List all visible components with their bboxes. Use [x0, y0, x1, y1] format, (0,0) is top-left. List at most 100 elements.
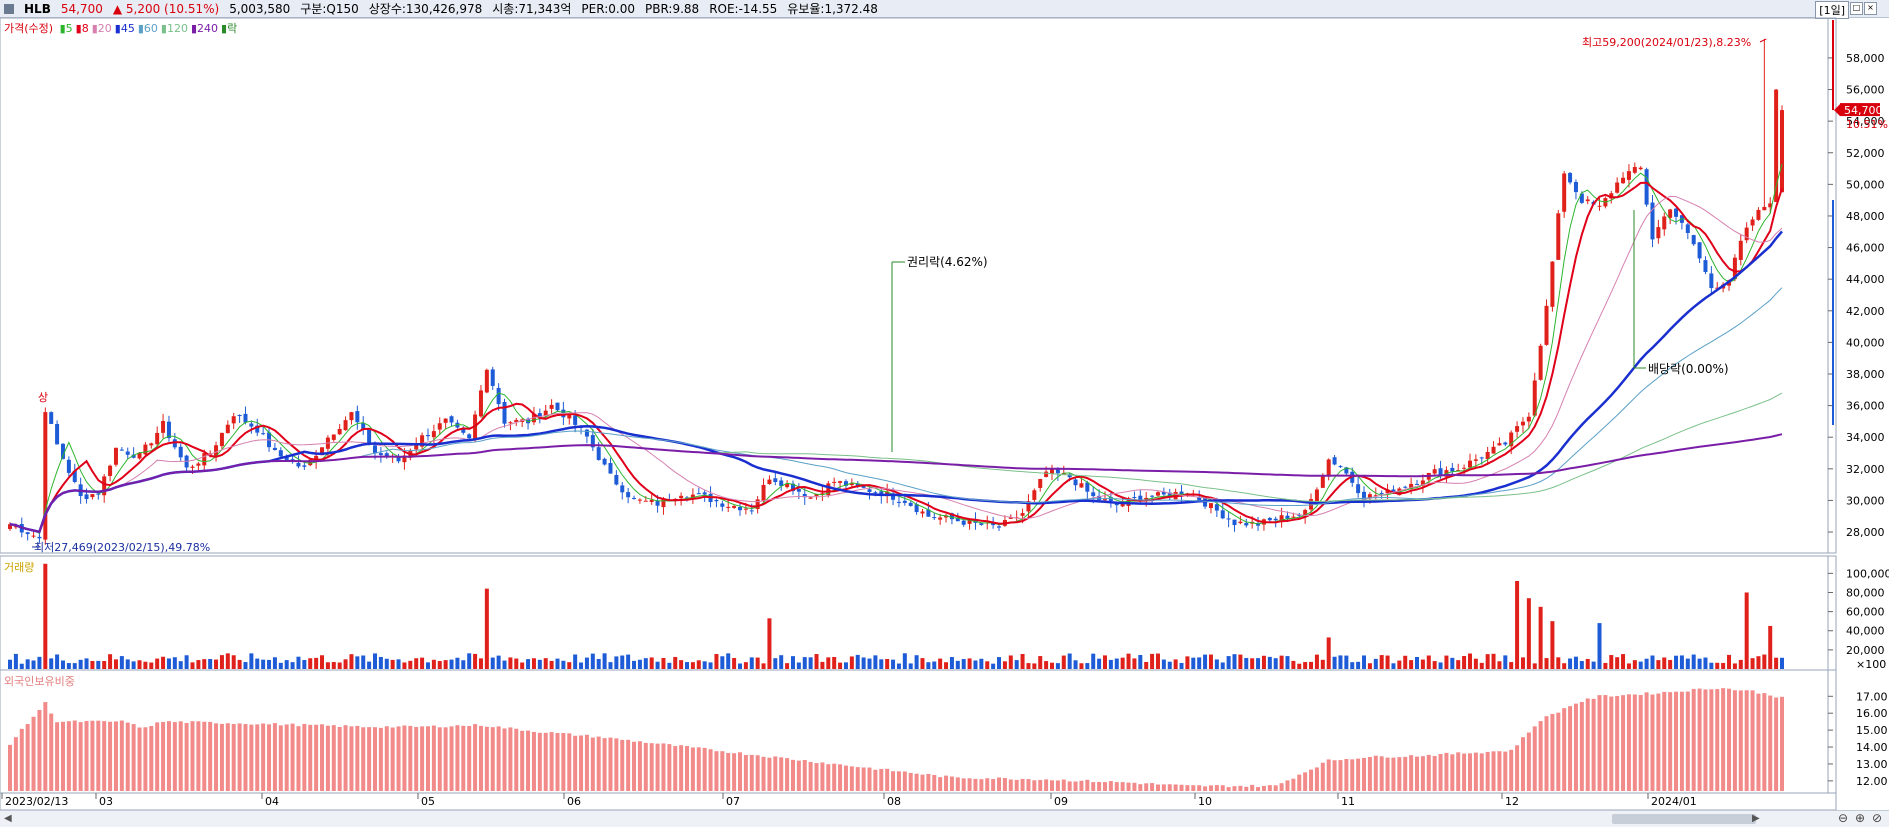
foreign-bar — [1032, 780, 1037, 791]
candle — [1762, 206, 1767, 211]
candle — [1744, 227, 1749, 241]
candle — [1067, 474, 1072, 478]
foreign-bar — [720, 751, 725, 791]
candle — [196, 463, 201, 466]
foreign-bar — [1232, 786, 1237, 791]
scroll-thumb[interactable] — [1612, 814, 1756, 824]
volume-bar — [1774, 657, 1779, 669]
foreign-bar — [1450, 754, 1455, 791]
volume-bar — [1273, 658, 1278, 669]
candle — [1303, 509, 1308, 518]
restore-icon[interactable]: □ — [1850, 2, 1863, 15]
foreign-bar — [696, 747, 701, 791]
volume-bar — [1373, 658, 1378, 669]
chart-scrollbar[interactable]: ◀ ▶ ⊖ ⊕ ⊘ — [0, 810, 1889, 827]
volume-bar — [696, 660, 701, 669]
foreign-bar — [590, 737, 595, 791]
foreign-bar — [714, 751, 719, 791]
candle — [1450, 467, 1455, 472]
foreign-bar — [531, 731, 536, 791]
candle — [1097, 495, 1102, 501]
candle — [1409, 483, 1414, 489]
foreign-bar — [320, 724, 325, 791]
volume-bar — [119, 656, 124, 669]
foreign-bar — [343, 725, 348, 791]
volume-bar — [508, 657, 513, 669]
volume-bar — [161, 656, 166, 669]
per-value: PER:0.00 — [581, 1, 635, 16]
volume-bar — [579, 662, 584, 669]
candle — [261, 433, 266, 435]
foreign-bar — [1662, 691, 1667, 791]
candle — [1055, 468, 1060, 474]
candle — [1415, 483, 1420, 485]
foreign-bar — [31, 716, 36, 791]
zoom-in-icon[interactable]: ⊕ — [1855, 811, 1866, 825]
close-icon[interactable]: × — [1864, 2, 1877, 15]
scroll-right-icon[interactable]: ▶ — [1752, 813, 1760, 824]
candle — [1467, 460, 1472, 468]
market-segment: 구분:Q150 — [300, 2, 359, 16]
volume-bar — [637, 659, 642, 669]
foreign-bar — [1462, 753, 1467, 791]
scroll-left-icon[interactable]: ◀ — [4, 813, 12, 824]
x-tick-label: 10 — [1198, 795, 1212, 808]
volume-bar — [838, 662, 843, 669]
zoom-reset-icon[interactable]: ⊘ — [1872, 811, 1883, 825]
volume-bar — [1179, 663, 1184, 669]
volume-bar — [1550, 621, 1555, 669]
candle — [1526, 416, 1531, 422]
candle — [855, 484, 860, 487]
foreign-bar — [1550, 713, 1555, 791]
volume-bar — [72, 663, 77, 669]
volume-bar — [272, 657, 277, 669]
zoom-out-icon[interactable]: ⊖ — [1838, 811, 1849, 825]
candle — [1179, 491, 1184, 495]
candle — [832, 481, 837, 483]
candle — [361, 423, 366, 430]
foreign-bar — [1497, 751, 1502, 791]
candle — [991, 523, 996, 526]
candle — [1344, 467, 1349, 474]
foreign-bar — [1703, 689, 1708, 791]
candle — [1138, 495, 1143, 501]
foreign-bar — [1114, 782, 1119, 791]
foreign-bar — [773, 756, 778, 791]
foreign-bar — [225, 723, 230, 791]
candle — [1668, 209, 1673, 218]
volume-bar — [1444, 655, 1449, 669]
foreign-bar — [90, 720, 95, 791]
volume-bar — [1756, 656, 1761, 669]
foreign-bar — [1208, 785, 1213, 791]
volume-bar — [520, 662, 525, 669]
candle — [1644, 169, 1649, 205]
candle — [867, 489, 872, 492]
candle — [1638, 167, 1643, 170]
candle — [1208, 503, 1213, 508]
foreign-bar — [149, 726, 154, 791]
foreign-bar — [608, 737, 613, 791]
candle — [785, 483, 790, 488]
volume-bar — [1656, 660, 1661, 669]
candle — [190, 466, 195, 468]
volume-bar — [1144, 661, 1149, 669]
candle — [749, 510, 754, 512]
volume-bar — [1108, 659, 1113, 669]
candle — [643, 500, 648, 502]
volume-bar — [790, 656, 795, 669]
foreign-bar — [732, 753, 737, 791]
candle — [1085, 482, 1090, 492]
foreign-bar — [1356, 758, 1361, 791]
candle — [8, 524, 12, 529]
volume-bar — [1432, 661, 1437, 669]
volume-bar — [849, 656, 854, 669]
volume-bar — [567, 662, 572, 669]
candle — [696, 493, 701, 495]
foreign-bar — [1044, 779, 1049, 791]
candle — [902, 500, 907, 503]
volume-bar — [302, 660, 307, 669]
volume-bar — [1450, 657, 1455, 669]
symbol-name: HLB — [24, 1, 51, 16]
foreign-bar — [961, 778, 966, 791]
